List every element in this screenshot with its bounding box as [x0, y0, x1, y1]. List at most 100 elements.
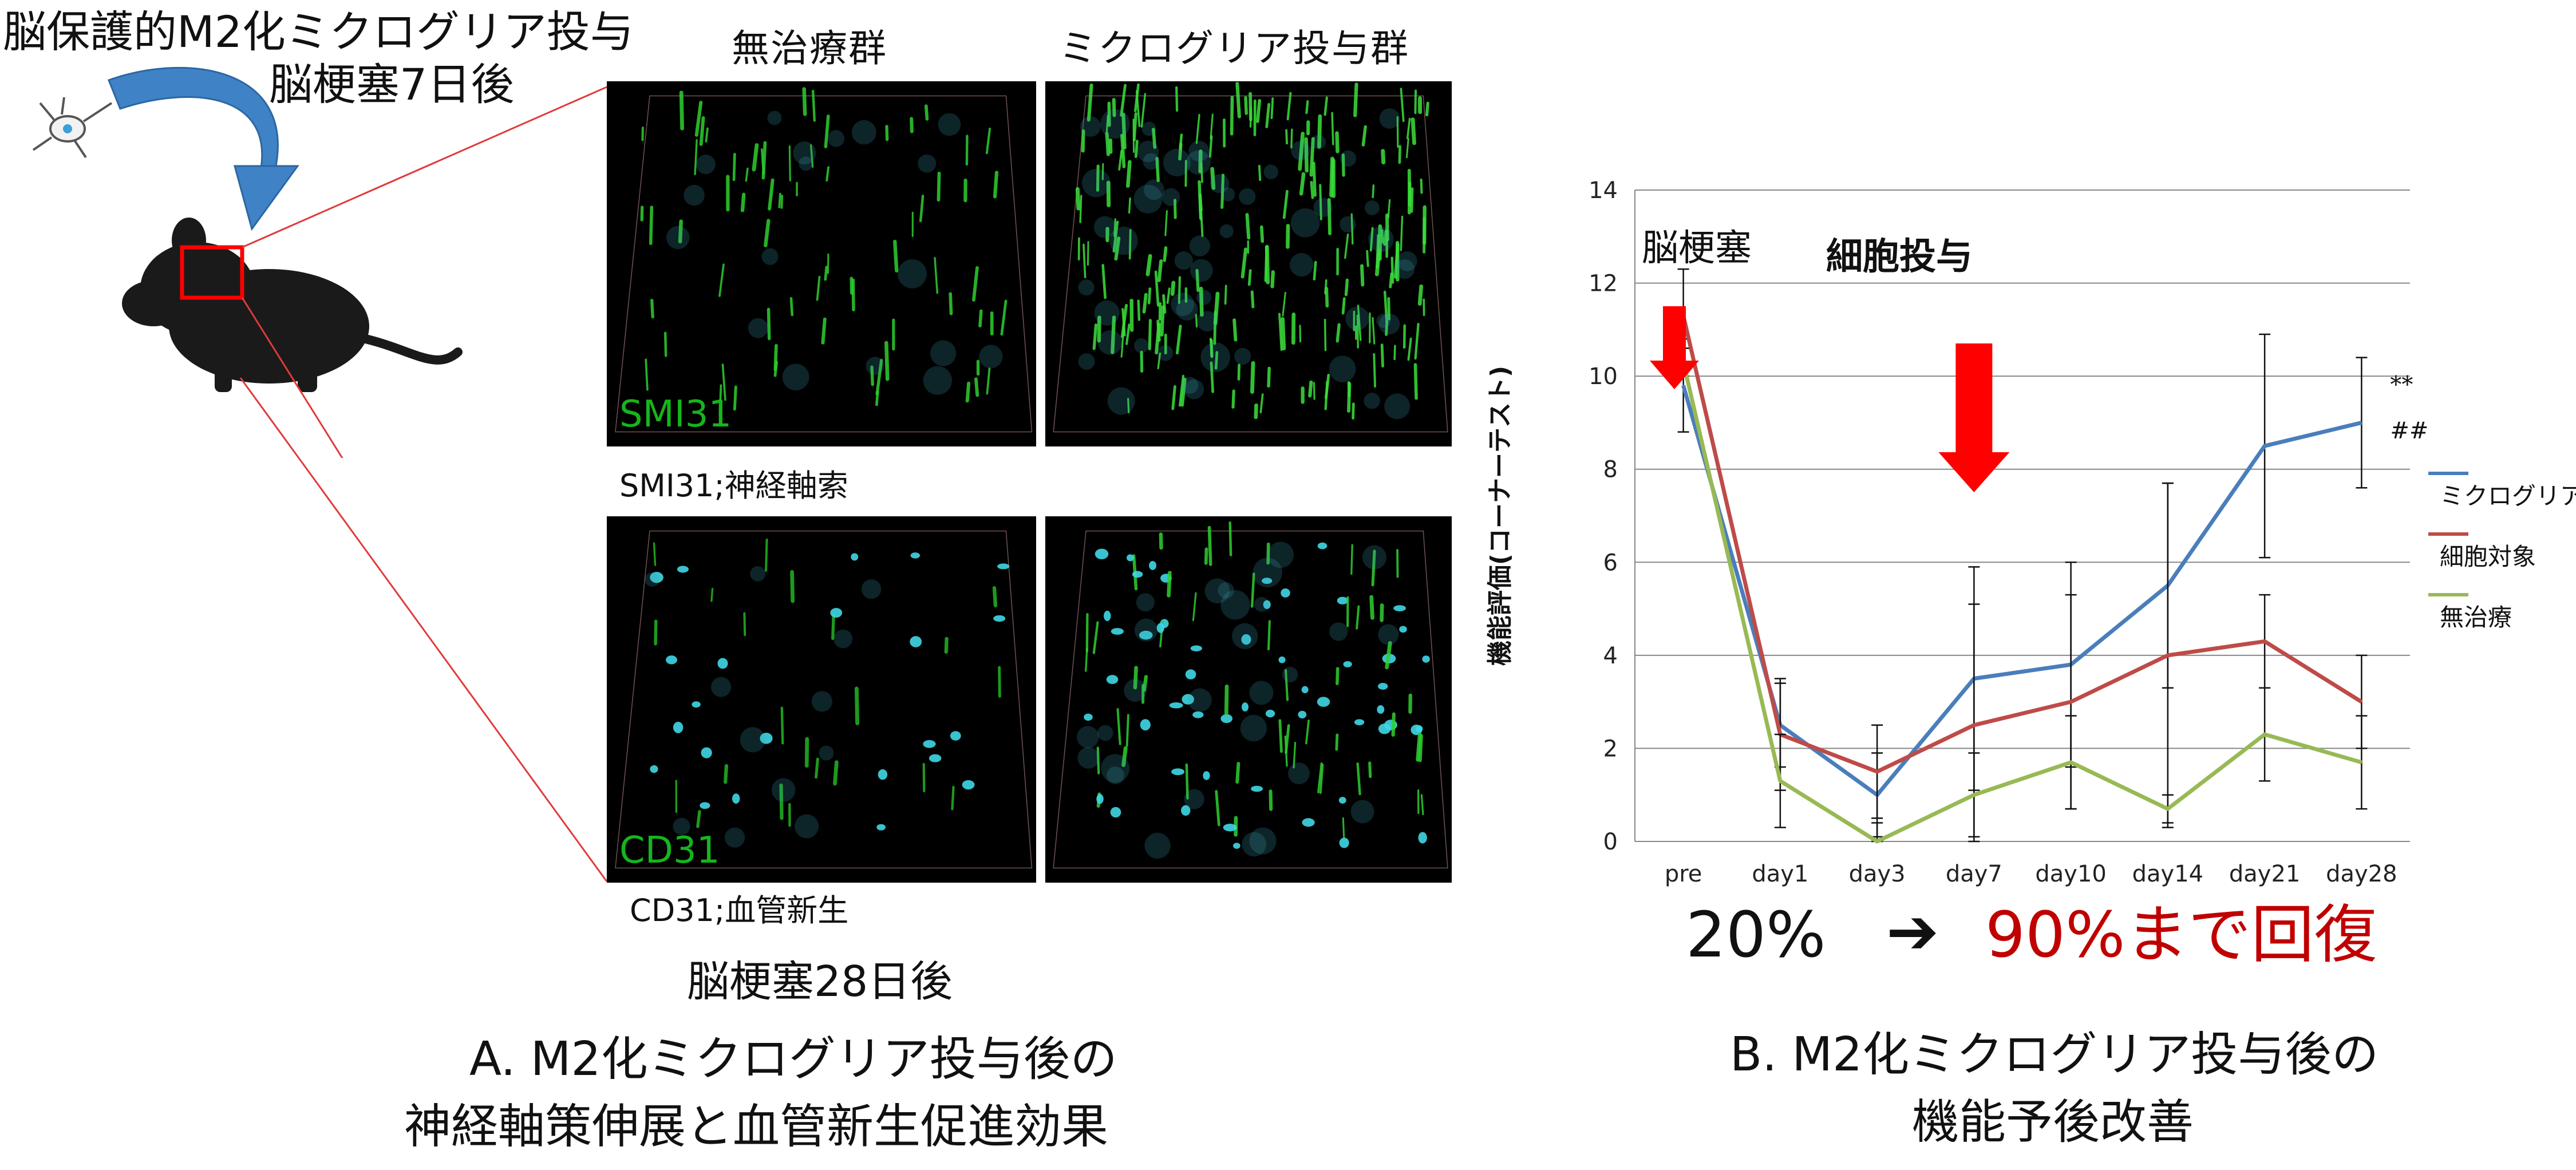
fiber-strand — [1319, 764, 1324, 794]
fiber-strand — [1195, 114, 1200, 144]
fiber-strand — [721, 363, 726, 401]
fiber-strand — [1319, 184, 1322, 220]
significance-marker: ** — [2390, 372, 2413, 398]
background-glow — [1078, 353, 1095, 370]
background-glow — [1134, 338, 1149, 353]
fiber-strand — [1383, 290, 1388, 323]
background-glow — [1210, 174, 1230, 193]
fiber-strand — [1400, 88, 1405, 122]
background-glow — [1365, 200, 1380, 215]
data-point — [1876, 771, 1878, 773]
error-bar — [1968, 603, 1980, 843]
marker-label-cd31: CD31 — [619, 829, 720, 872]
background-glow — [724, 827, 745, 848]
fiber-strand — [1353, 82, 1358, 117]
error-bar — [2356, 357, 2368, 489]
data-point — [1973, 794, 1975, 796]
y-tick-label: 0 — [1603, 829, 1618, 855]
data-point — [2167, 808, 2168, 810]
fiber-strand — [1342, 817, 1345, 839]
fiber-strand — [778, 192, 781, 208]
fiber-strand — [1381, 229, 1384, 244]
fiber-strand — [1298, 132, 1305, 171]
cell-nucleus — [1301, 686, 1309, 694]
fiber-strand — [1402, 324, 1406, 349]
background-glow — [1188, 688, 1212, 712]
fiber-strand — [1259, 393, 1264, 414]
error-bar — [1774, 682, 1786, 768]
cell-nucleus — [1127, 554, 1134, 562]
background-glow — [1219, 224, 1234, 239]
fiber-strand — [998, 666, 1001, 698]
fiber-strand — [743, 612, 746, 637]
fiber-strand — [1369, 595, 1374, 620]
error-bar — [2162, 482, 2174, 828]
microscopy-render — [615, 87, 1033, 433]
fiber-strand — [809, 144, 814, 168]
data-point — [1779, 724, 1781, 726]
error-bar — [2259, 594, 2271, 689]
cell-nucleus — [1156, 623, 1164, 633]
data-point — [2264, 641, 2266, 642]
legend-label: 無治療 — [2440, 603, 2512, 631]
fiber-strand — [1215, 790, 1220, 827]
data-point — [2361, 422, 2362, 424]
fiber-strand — [1416, 732, 1422, 762]
caption-b-line1: B. M2化ミクログリア投与後の — [1730, 1027, 2379, 1082]
fiber-strand — [1299, 172, 1306, 196]
background-glow — [1397, 251, 1417, 271]
caption-a-line2: 神経軸策伸展と血管新生促進効果 — [404, 1100, 1109, 1154]
background-glow — [923, 366, 953, 395]
fiber-strand — [972, 266, 979, 302]
microscopy-render — [1053, 521, 1448, 869]
cell-nucleus — [1265, 709, 1275, 718]
fiber-strand — [1114, 236, 1121, 261]
cell-nucleus — [1418, 832, 1427, 844]
fiber-strand — [1304, 137, 1309, 173]
cell-nucleus — [692, 701, 701, 708]
error-bar — [1677, 268, 1689, 363]
fiber-strand — [788, 145, 791, 181]
fiber-strand — [1178, 276, 1182, 305]
cell-nucleus — [1338, 797, 1346, 804]
fiber-strand — [1393, 345, 1396, 361]
cell-nucleus — [876, 824, 886, 831]
fiber-strand — [1356, 762, 1361, 796]
fiber-strand — [1198, 149, 1203, 173]
cell-nucleus — [1203, 771, 1210, 780]
background-glow — [1184, 789, 1204, 809]
fiber-strand — [790, 570, 795, 603]
cell-nucleus — [910, 636, 922, 647]
cell-nucleus — [1232, 843, 1240, 849]
fiber-strand — [850, 276, 854, 295]
fiber-strand — [937, 171, 941, 202]
fiber-strand — [1166, 287, 1171, 304]
cell-nucleus — [677, 566, 689, 573]
background-glow — [1311, 135, 1326, 150]
column-header-microglia: ミクログリア投与群 — [1059, 26, 1409, 70]
fiber-strand — [1293, 742, 1297, 769]
data-point — [2070, 761, 2072, 763]
background-glow — [1242, 832, 1267, 857]
background-glow — [740, 727, 765, 753]
fiber-strand — [1171, 385, 1176, 410]
cell-nucleus — [650, 765, 658, 773]
background-glow — [1254, 596, 1269, 612]
fiber-strand — [699, 116, 705, 146]
fiber-strand — [815, 757, 819, 779]
fiber-strand — [1105, 132, 1110, 156]
background-glow — [1196, 290, 1212, 305]
fiber-strand — [780, 706, 784, 745]
background-glow — [1188, 140, 1210, 162]
fiber-strand — [1265, 244, 1270, 284]
fiber-strand — [1228, 521, 1232, 556]
cell-nucleus — [962, 780, 975, 790]
fiber-strand — [752, 143, 759, 172]
data-point — [1973, 678, 1975, 679]
fiber-strand — [1167, 571, 1172, 598]
fiber-strand — [678, 219, 683, 244]
fiber-strand — [1258, 165, 1262, 181]
background-glow — [1376, 314, 1391, 328]
fiber-strand — [1142, 292, 1148, 314]
fiber-strand — [1132, 118, 1135, 153]
